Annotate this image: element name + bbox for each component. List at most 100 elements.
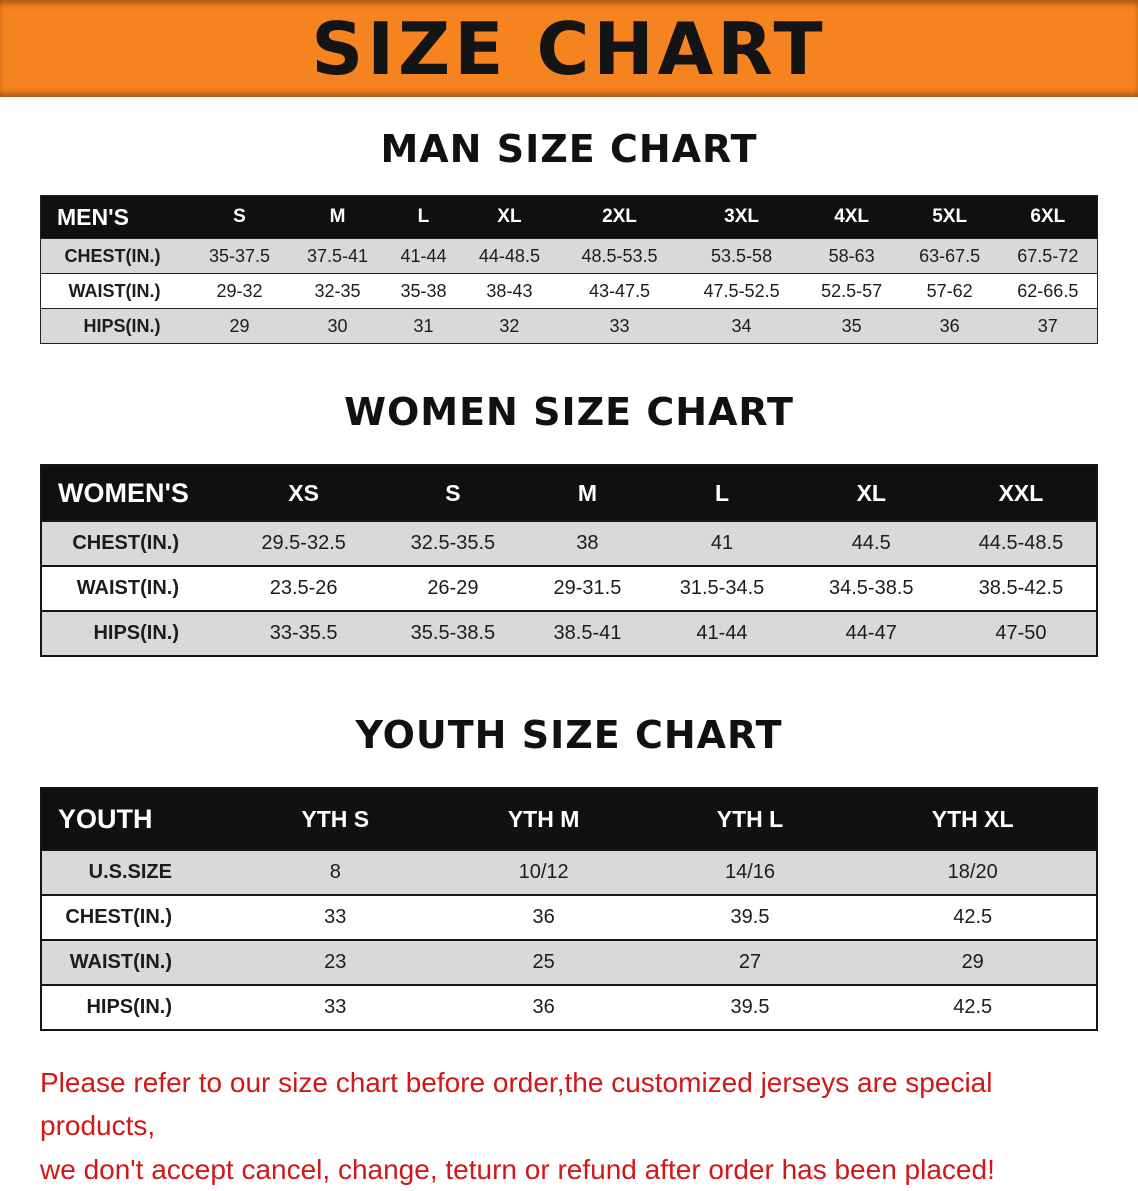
women-chest-row: CHEST(IN.) 29.5-32.5 32.5-35.5 38 41 44.…: [41, 521, 1097, 566]
size-cell: 35-38: [400, 280, 447, 301]
page-title: SIZE CHART: [311, 6, 827, 91]
size-cell: 34.5-38.5: [829, 577, 914, 599]
men-hips-row: HIPS(IN.) 29 30 31 32 33 34 35 36 37: [40, 308, 1098, 344]
size-column-header: XL: [856, 479, 886, 506]
size-cell: 39.5: [730, 996, 770, 1018]
size-cell: 25: [532, 951, 555, 973]
size-cell: 47.5-52.5: [703, 280, 780, 301]
women-size-table: WOMEN'S XS S M L XL XXL CHEST(IN.) 29.5-…: [40, 464, 1098, 657]
size-cell: 48.5-53.5: [581, 245, 658, 266]
size-column-header: 6XL: [1030, 206, 1066, 227]
row-label: HIPS(IN.): [93, 622, 179, 644]
size-cell: 44.5-48.5: [978, 532, 1064, 554]
size-cell: 32.5-35.5: [410, 532, 496, 554]
youth-table-label-cell: YOUTH: [58, 803, 153, 834]
size-cell: 29-31.5: [553, 577, 622, 599]
size-column-header: L: [714, 479, 730, 506]
size-cell: 39.5: [730, 906, 770, 928]
size-cell: 53.5-58: [711, 245, 773, 266]
size-column-header: M: [329, 206, 346, 227]
size-cell: 31.5-34.5: [679, 577, 765, 599]
size-column-header: YTH S: [301, 805, 370, 832]
youth-header-row: YOUTH YTH S YTH M YTH L YTH XL: [41, 788, 1097, 850]
size-column-header: M: [577, 479, 598, 506]
size-cell: 41: [710, 532, 734, 554]
size-cell: 44.5: [851, 532, 891, 554]
size-column-header: L: [417, 206, 430, 227]
men-waist-row: WAIST(IN.) 29-32 32-35 35-38 38-43 43-47…: [40, 273, 1098, 309]
size-cell: 38.5-42.5: [978, 577, 1064, 599]
size-column-header: 4XL: [834, 206, 870, 227]
size-cell: 57-62: [926, 280, 973, 301]
size-column-header: YTH L: [716, 805, 784, 832]
size-cell: 36: [532, 906, 555, 928]
size-cell: 29: [229, 315, 250, 336]
size-cell: 37.5-41: [306, 245, 369, 266]
size-cell: 33: [324, 996, 347, 1018]
size-column-header: S: [233, 206, 246, 227]
size-cell: 33: [609, 315, 630, 336]
size-cell: 63-67.5: [919, 245, 981, 266]
size-cell: 23: [324, 951, 347, 973]
disclaimer-note: Please refer to our size chart before or…: [40, 1061, 1110, 1191]
row-label: CHEST(IN.): [72, 532, 179, 554]
row-label: WAIST(IN.): [69, 951, 172, 973]
size-cell: 8: [329, 861, 341, 883]
size-cell: 33-35.5: [269, 622, 338, 644]
men-size-table: MEN'S S M L XL 2XL 3XL 4XL 5XL 6XL CHEST…: [40, 195, 1098, 344]
women-table-label-cell: WOMEN'S: [58, 477, 189, 508]
size-cell: 62-66.5: [1017, 280, 1079, 301]
note-line-2: we don't accept cancel, change, teturn o…: [40, 1153, 995, 1185]
size-column-header: YTH M: [507, 805, 580, 832]
size-cell: 26-29: [427, 577, 479, 599]
size-cell: 32-35: [314, 280, 361, 301]
size-cell: 23.5-26: [269, 577, 338, 599]
size-cell: 43-47.5: [588, 280, 651, 301]
size-cell: 37: [1037, 315, 1058, 336]
size-cell: 67.5-72: [1017, 245, 1079, 266]
size-cell: 38-43: [486, 280, 533, 301]
women-waist-row: WAIST(IN.) 23.5-26 26-29 29-31.5 31.5-34…: [41, 566, 1097, 611]
women-section: WOMEN SIZE CHART WOMEN'S XS S M L XL XXL…: [0, 390, 1138, 657]
banner: SIZE CHART: [0, 0, 1138, 97]
note-line-1: Please refer to our size chart before or…: [40, 1067, 993, 1142]
size-column-header: S: [445, 479, 461, 506]
size-cell: 44-47: [845, 622, 897, 644]
size-cell: 29-32: [216, 280, 263, 301]
men-section: MAN SIZE CHART MEN'S S M L XL 2XL 3XL 4X…: [0, 127, 1138, 344]
size-cell: 36: [939, 315, 960, 336]
size-cell: 27: [738, 951, 762, 973]
size-cell: 41-44: [400, 245, 447, 266]
row-label: CHEST(IN.): [64, 245, 161, 266]
size-cell: 32: [499, 315, 520, 336]
row-label: U.S.SIZE: [88, 861, 172, 883]
size-column-header: 3XL: [724, 206, 759, 227]
size-cell: 10/12: [518, 861, 569, 883]
youth-hips-row: HIPS(IN.) 33 36 39.5 42.5: [41, 985, 1097, 1030]
size-column-header: XL: [497, 206, 522, 227]
size-cell: 47-50: [995, 622, 1047, 644]
men-chest-row: CHEST(IN.) 35-37.5 37.5-41 41-44 44-48.5…: [40, 238, 1098, 274]
size-cell: 29.5-32.5: [261, 532, 346, 554]
size-cell: 34: [731, 315, 752, 336]
youth-size-table: YOUTH YTH S YTH M YTH L YTH XL U.S.SIZE …: [40, 787, 1098, 1031]
size-cell: 35: [841, 315, 862, 336]
youth-ussize-row: U.S.SIZE 8 10/12 14/16 18/20: [41, 850, 1097, 895]
row-label: WAIST(IN.): [76, 577, 179, 599]
women-header-row: WOMEN'S XS S M L XL XXL: [41, 465, 1097, 521]
row-label: CHEST(IN.): [65, 906, 172, 928]
size-cell: 42.5: [953, 996, 993, 1018]
size-column-header: 2XL: [602, 206, 637, 227]
men-section-heading: MAN SIZE CHART: [380, 127, 758, 171]
size-cell: 42.5: [953, 906, 993, 928]
size-cell: 38.5-41: [553, 622, 622, 644]
row-label: HIPS(IN.): [86, 996, 172, 1018]
size-column-header: XXL: [998, 479, 1044, 506]
men-table-label-cell: MEN'S: [57, 203, 129, 230]
size-cell: 31: [413, 315, 434, 336]
size-cell: 58-63: [828, 245, 875, 266]
size-cell: 44-48.5: [478, 245, 540, 266]
size-cell: 29: [961, 951, 984, 973]
size-cell: 38: [576, 532, 599, 554]
size-cell: 18/20: [947, 861, 998, 883]
